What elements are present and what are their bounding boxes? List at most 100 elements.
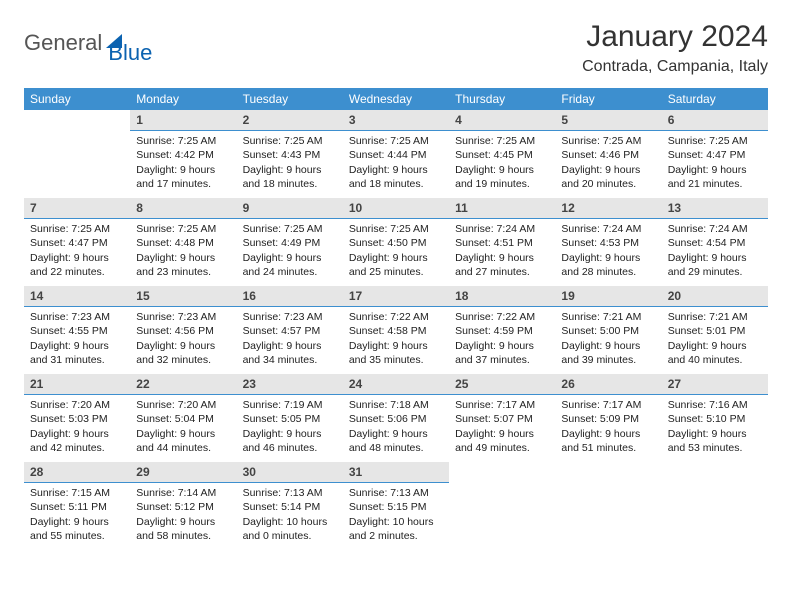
day-detail: Sunrise: 7:22 AM Sunset: 4:58 PM Dayligh… xyxy=(343,307,449,370)
day-detail: Sunrise: 7:25 AM Sunset: 4:50 PM Dayligh… xyxy=(343,219,449,282)
calendar-cell: 20Sunrise: 7:21 AM Sunset: 5:01 PM Dayli… xyxy=(662,286,768,374)
title-block: January 2024 Contrada, Campania, Italy xyxy=(582,20,768,76)
calendar-cell: 6Sunrise: 7:25 AM Sunset: 4:47 PM Daylig… xyxy=(662,110,768,198)
day-number: 7 xyxy=(24,198,130,219)
day-detail: Sunrise: 7:23 AM Sunset: 4:57 PM Dayligh… xyxy=(237,307,343,370)
day-detail: Sunrise: 7:24 AM Sunset: 4:53 PM Dayligh… xyxy=(555,219,661,282)
day-detail: Sunrise: 7:24 AM Sunset: 4:51 PM Dayligh… xyxy=(449,219,555,282)
day-number: 11 xyxy=(449,198,555,219)
day-header: Monday xyxy=(130,88,236,110)
day-detail: Sunrise: 7:17 AM Sunset: 5:07 PM Dayligh… xyxy=(449,395,555,458)
day-detail: Sunrise: 7:14 AM Sunset: 5:12 PM Dayligh… xyxy=(130,483,236,546)
day-number: 20 xyxy=(662,286,768,307)
day-header: Thursday xyxy=(449,88,555,110)
day-number: 25 xyxy=(449,374,555,395)
day-detail xyxy=(662,482,768,488)
day-number: 27 xyxy=(662,374,768,395)
day-number: 3 xyxy=(343,110,449,131)
day-header: Sunday xyxy=(24,88,130,110)
calendar-cell xyxy=(662,462,768,550)
calendar-cell: 19Sunrise: 7:21 AM Sunset: 5:00 PM Dayli… xyxy=(555,286,661,374)
day-number: 22 xyxy=(130,374,236,395)
day-detail: Sunrise: 7:25 AM Sunset: 4:47 PM Dayligh… xyxy=(24,219,130,282)
day-number: 8 xyxy=(130,198,236,219)
day-detail: Sunrise: 7:23 AM Sunset: 4:56 PM Dayligh… xyxy=(130,307,236,370)
day-detail: Sunrise: 7:13 AM Sunset: 5:14 PM Dayligh… xyxy=(237,483,343,546)
calendar-table: Sunday Monday Tuesday Wednesday Thursday… xyxy=(24,88,768,550)
day-detail: Sunrise: 7:25 AM Sunset: 4:45 PM Dayligh… xyxy=(449,131,555,194)
day-detail: Sunrise: 7:16 AM Sunset: 5:10 PM Dayligh… xyxy=(662,395,768,458)
day-detail: Sunrise: 7:24 AM Sunset: 4:54 PM Dayligh… xyxy=(662,219,768,282)
day-number: 1 xyxy=(130,110,236,131)
calendar-cell: 23Sunrise: 7:19 AM Sunset: 5:05 PM Dayli… xyxy=(237,374,343,462)
calendar-row: 28Sunrise: 7:15 AM Sunset: 5:11 PM Dayli… xyxy=(24,462,768,550)
calendar-cell: 7Sunrise: 7:25 AM Sunset: 4:47 PM Daylig… xyxy=(24,198,130,286)
day-number: 19 xyxy=(555,286,661,307)
day-detail xyxy=(24,130,130,136)
day-detail: Sunrise: 7:20 AM Sunset: 5:04 PM Dayligh… xyxy=(130,395,236,458)
calendar-cell: 13Sunrise: 7:24 AM Sunset: 4:54 PM Dayli… xyxy=(662,198,768,286)
day-detail: Sunrise: 7:25 AM Sunset: 4:44 PM Dayligh… xyxy=(343,131,449,194)
day-detail: Sunrise: 7:25 AM Sunset: 4:47 PM Dayligh… xyxy=(662,131,768,194)
calendar-row: 21Sunrise: 7:20 AM Sunset: 5:03 PM Dayli… xyxy=(24,374,768,462)
calendar-cell: 15Sunrise: 7:23 AM Sunset: 4:56 PM Dayli… xyxy=(130,286,236,374)
calendar-cell: 17Sunrise: 7:22 AM Sunset: 4:58 PM Dayli… xyxy=(343,286,449,374)
day-header: Friday xyxy=(555,88,661,110)
day-number: 31 xyxy=(343,462,449,483)
calendar-cell: 1Sunrise: 7:25 AM Sunset: 4:42 PM Daylig… xyxy=(130,110,236,198)
calendar-cell: 10Sunrise: 7:25 AM Sunset: 4:50 PM Dayli… xyxy=(343,198,449,286)
day-number: 12 xyxy=(555,198,661,219)
calendar-cell: 27Sunrise: 7:16 AM Sunset: 5:10 PM Dayli… xyxy=(662,374,768,462)
calendar-cell: 18Sunrise: 7:22 AM Sunset: 4:59 PM Dayli… xyxy=(449,286,555,374)
calendar-cell: 4Sunrise: 7:25 AM Sunset: 4:45 PM Daylig… xyxy=(449,110,555,198)
day-header: Saturday xyxy=(662,88,768,110)
day-number: 21 xyxy=(24,374,130,395)
calendar-cell: 5Sunrise: 7:25 AM Sunset: 4:46 PM Daylig… xyxy=(555,110,661,198)
calendar-cell: 3Sunrise: 7:25 AM Sunset: 4:44 PM Daylig… xyxy=(343,110,449,198)
day-detail: Sunrise: 7:25 AM Sunset: 4:42 PM Dayligh… xyxy=(130,131,236,194)
day-detail: Sunrise: 7:25 AM Sunset: 4:43 PM Dayligh… xyxy=(237,131,343,194)
calendar-cell: 12Sunrise: 7:24 AM Sunset: 4:53 PM Dayli… xyxy=(555,198,661,286)
day-number: 17 xyxy=(343,286,449,307)
logo-text-blue: Blue xyxy=(108,40,152,66)
day-detail: Sunrise: 7:25 AM Sunset: 4:46 PM Dayligh… xyxy=(555,131,661,194)
day-detail xyxy=(449,482,555,488)
day-number: 24 xyxy=(343,374,449,395)
location-label: Contrada, Campania, Italy xyxy=(582,58,768,76)
page-title: January 2024 xyxy=(582,20,768,54)
calendar-cell: 26Sunrise: 7:17 AM Sunset: 5:09 PM Dayli… xyxy=(555,374,661,462)
day-header: Tuesday xyxy=(237,88,343,110)
day-number: 30 xyxy=(237,462,343,483)
day-number: 18 xyxy=(449,286,555,307)
logo: General Blue xyxy=(24,20,152,66)
calendar-cell: 14Sunrise: 7:23 AM Sunset: 4:55 PM Dayli… xyxy=(24,286,130,374)
calendar-cell: 25Sunrise: 7:17 AM Sunset: 5:07 PM Dayli… xyxy=(449,374,555,462)
calendar-cell: 28Sunrise: 7:15 AM Sunset: 5:11 PM Dayli… xyxy=(24,462,130,550)
logo-text-general: General xyxy=(24,30,102,56)
day-detail: Sunrise: 7:25 AM Sunset: 4:49 PM Dayligh… xyxy=(237,219,343,282)
day-detail: Sunrise: 7:20 AM Sunset: 5:03 PM Dayligh… xyxy=(24,395,130,458)
day-number: 29 xyxy=(130,462,236,483)
day-number: 4 xyxy=(449,110,555,131)
day-number: 15 xyxy=(130,286,236,307)
day-number: 23 xyxy=(237,374,343,395)
calendar-cell xyxy=(449,462,555,550)
calendar-cell: 31Sunrise: 7:13 AM Sunset: 5:15 PM Dayli… xyxy=(343,462,449,550)
calendar-row: 1Sunrise: 7:25 AM Sunset: 4:42 PM Daylig… xyxy=(24,110,768,198)
day-header-row: Sunday Monday Tuesday Wednesday Thursday… xyxy=(24,88,768,110)
day-detail: Sunrise: 7:23 AM Sunset: 4:55 PM Dayligh… xyxy=(24,307,130,370)
calendar-cell xyxy=(555,462,661,550)
day-number: 14 xyxy=(24,286,130,307)
calendar-cell: 21Sunrise: 7:20 AM Sunset: 5:03 PM Dayli… xyxy=(24,374,130,462)
header: General Blue January 2024 Contrada, Camp… xyxy=(24,20,768,76)
day-number: 9 xyxy=(237,198,343,219)
day-detail: Sunrise: 7:21 AM Sunset: 5:00 PM Dayligh… xyxy=(555,307,661,370)
calendar-cell xyxy=(24,110,130,198)
calendar-cell: 11Sunrise: 7:24 AM Sunset: 4:51 PM Dayli… xyxy=(449,198,555,286)
day-detail: Sunrise: 7:25 AM Sunset: 4:48 PM Dayligh… xyxy=(130,219,236,282)
day-number: 2 xyxy=(237,110,343,131)
calendar-cell: 2Sunrise: 7:25 AM Sunset: 4:43 PM Daylig… xyxy=(237,110,343,198)
day-number: 26 xyxy=(555,374,661,395)
day-number: 28 xyxy=(24,462,130,483)
calendar-cell: 24Sunrise: 7:18 AM Sunset: 5:06 PM Dayli… xyxy=(343,374,449,462)
